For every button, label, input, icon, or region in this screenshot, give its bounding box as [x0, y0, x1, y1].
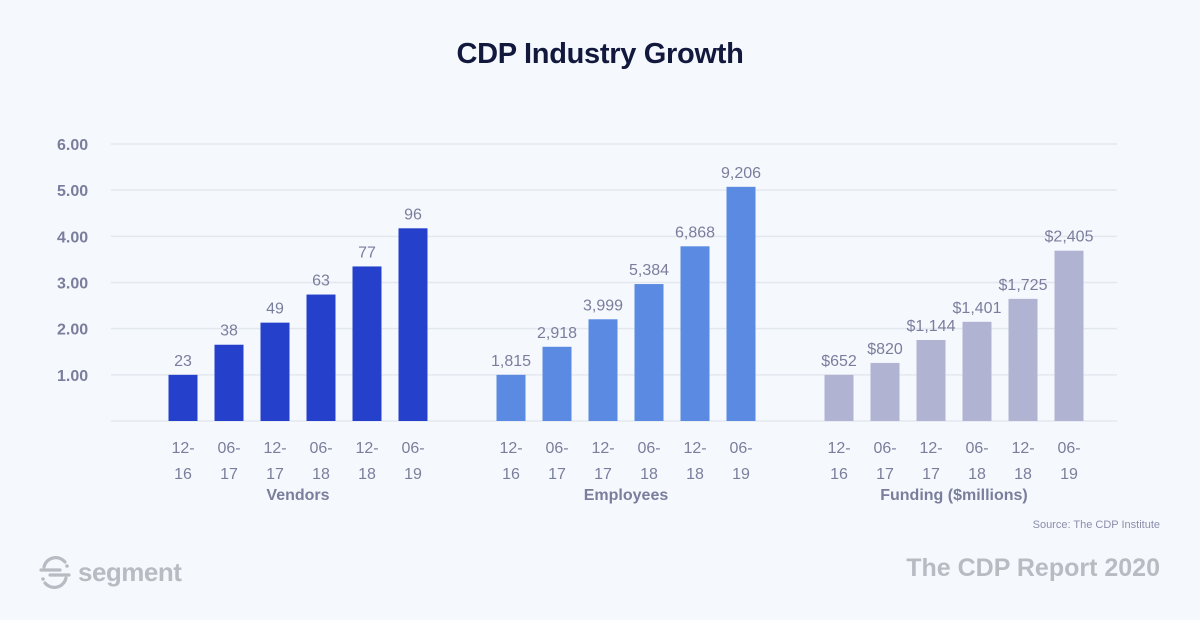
- bar-vendors: [168, 374, 198, 421]
- x-tick-label: 12-: [499, 440, 522, 457]
- x-tick-label: 18: [312, 466, 330, 483]
- data-label: 6,868: [675, 224, 715, 241]
- x-tick-label: 12-: [263, 440, 286, 457]
- y-tick-label: 3.00: [57, 276, 88, 293]
- bar-vendors: [352, 266, 382, 421]
- x-tick-label: 19: [404, 466, 422, 483]
- chart-title: CDP Industry Growth: [456, 38, 744, 70]
- data-label: 38: [220, 323, 238, 340]
- y-tick-label: 4.00: [57, 229, 88, 246]
- data-label: 9,206: [721, 165, 761, 182]
- data-label: $1,401: [953, 300, 1002, 317]
- bar-employees: [542, 346, 572, 421]
- segment-logo-icon: [39, 556, 71, 589]
- x-tick-label: 06-: [873, 440, 896, 457]
- x-tick-label: 06-: [401, 440, 424, 457]
- x-tick-label: 06-: [729, 440, 752, 457]
- x-tick-label: 12-: [1011, 440, 1034, 457]
- bar-funding: [916, 339, 946, 421]
- y-tick-label: 1.00: [57, 368, 88, 385]
- x-tick-label: 19: [732, 466, 750, 483]
- x-tick-label: 12-: [591, 440, 614, 457]
- x-tick-label: 16: [830, 466, 848, 483]
- data-labels: 23 38 49 63 77 96 1,815 2,918 3,999 5,384 6,868 9,2…: [174, 165, 1093, 370]
- data-label: 5,384: [629, 262, 669, 279]
- brand-name: segment: [78, 556, 182, 587]
- y-tick-label: 6.00: [57, 137, 88, 154]
- group-label: Funding ($millions): [880, 487, 1028, 504]
- source-note: Source: The CDP Institute: [1032, 519, 1160, 531]
- data-label: $2,405: [1045, 229, 1094, 246]
- x-tick-label: 12-: [683, 440, 706, 457]
- bar-employees: [588, 319, 618, 421]
- bar-employees: [634, 284, 664, 421]
- bar-employees: [726, 186, 756, 421]
- bar-funding: [1054, 250, 1084, 421]
- data-label: 3,999: [583, 297, 623, 314]
- x-tick-label: 17: [876, 466, 894, 483]
- x-tick-label: 16: [174, 466, 192, 483]
- x-tick-label: 17: [594, 466, 612, 483]
- bar-vendors: [398, 228, 428, 421]
- x-tick-label: 18: [968, 466, 986, 483]
- x-tick-label: 17: [220, 466, 238, 483]
- x-tick-label: 17: [548, 466, 566, 483]
- x-tick-label: 18: [358, 466, 376, 483]
- x-tick-label: 06-: [1057, 440, 1080, 457]
- x-tick-label: 06-: [965, 440, 988, 457]
- x-axis: 12- 16 06- 17 12- 17 06- 18 12- 18 06- 19 Vendors 12-…: [171, 440, 1080, 504]
- x-tick-label: 18: [1014, 466, 1032, 483]
- x-tick-label: 12-: [355, 440, 378, 457]
- data-label: 49: [266, 301, 284, 318]
- data-label: 77: [358, 244, 376, 261]
- y-tick-label: 5.00: [57, 183, 88, 200]
- x-tick-label: 19: [1060, 466, 1078, 483]
- x-tick-label: 06-: [545, 440, 568, 457]
- segment-logo: segment: [38, 555, 182, 589]
- x-tick-label: 12-: [171, 440, 194, 457]
- bar-funding: [1008, 298, 1038, 421]
- bar-funding: [824, 374, 854, 421]
- data-label: $820: [867, 341, 903, 358]
- x-tick-label: 18: [686, 466, 704, 483]
- data-label: 23: [174, 353, 192, 370]
- bar-employees: [496, 374, 526, 421]
- x-tick-label: 06-: [217, 440, 240, 457]
- data-label: 96: [404, 206, 422, 223]
- x-tick-label: 06-: [309, 440, 332, 457]
- bars: [168, 186, 1084, 421]
- group-label: Employees: [584, 487, 669, 504]
- x-tick-label: 12-: [827, 440, 850, 457]
- x-tick-label: 18: [640, 466, 658, 483]
- x-tick-label: 12-: [919, 440, 942, 457]
- x-tick-label: 16: [502, 466, 520, 483]
- x-tick-label: 06-: [637, 440, 660, 457]
- y-axis: 1.00 2.00 3.00 4.00 5.00 6.00: [57, 137, 88, 385]
- group-label: Vendors: [266, 487, 329, 504]
- data-label: 2,918: [537, 325, 577, 342]
- report-title: The CDP Report 2020: [906, 554, 1160, 582]
- bar-employees: [680, 246, 710, 421]
- bar-vendors: [306, 294, 336, 421]
- bar-vendors: [214, 344, 244, 421]
- data-label: $1,144: [907, 318, 956, 335]
- data-label: $652: [821, 353, 857, 370]
- data-label: $1,725: [999, 277, 1048, 294]
- y-tick-label: 2.00: [57, 322, 88, 339]
- bar-funding: [870, 362, 900, 421]
- x-tick-label: 17: [266, 466, 284, 483]
- data-label: 1,815: [491, 353, 531, 370]
- bar-funding: [962, 321, 992, 421]
- data-label: 63: [312, 273, 330, 290]
- bar-vendors: [260, 322, 290, 421]
- x-tick-label: 17: [922, 466, 940, 483]
